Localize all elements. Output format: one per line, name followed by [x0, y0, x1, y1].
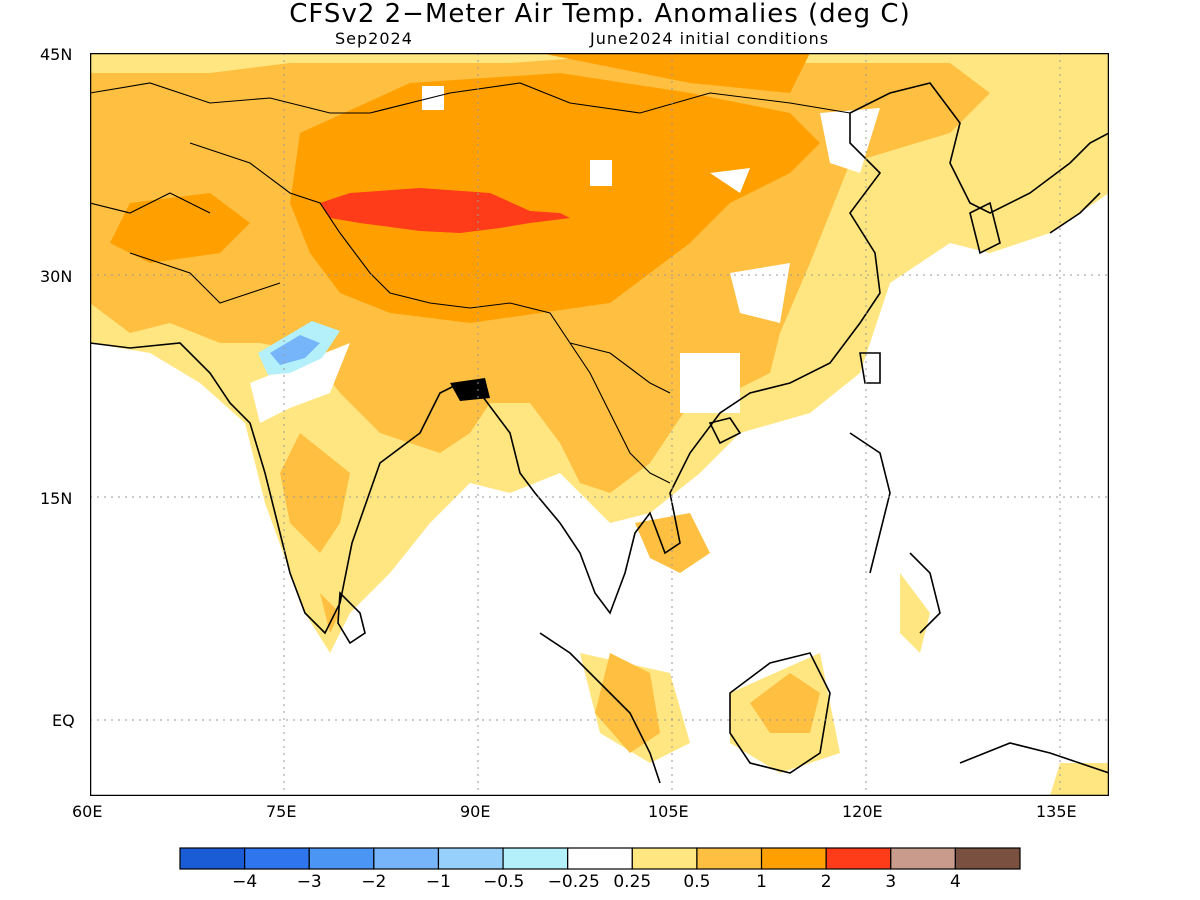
colorbar-label: −0.5: [483, 872, 525, 892]
colorbar-swatch: [567, 847, 633, 870]
colorbar-label: 2: [820, 872, 832, 892]
anomaly-warmer-region: [110, 53, 820, 323]
colorbar: [179, 847, 1021, 870]
anomaly-cool-region: [250, 321, 350, 423]
lon-label-90e: 90E: [460, 802, 491, 821]
colorbar-swatch: [631, 847, 698, 870]
colorbar-swatch: [244, 847, 310, 870]
forecast-month: Sep2024: [335, 29, 413, 48]
lat-label-eq: EQ: [52, 711, 75, 730]
lon-label-120e: 120E: [842, 802, 883, 821]
colorbar-label: −3: [296, 872, 322, 892]
initial-conditions: June2024 initial conditions: [590, 29, 830, 48]
colorbar-swatch: [502, 847, 569, 870]
lon-label-135e: 135E: [1036, 802, 1077, 821]
lat-label-15n: 15N: [40, 489, 73, 508]
lon-label-105e: 105E: [648, 802, 689, 821]
coastlines: [90, 82, 1109, 784]
anomaly-hot-region: [320, 188, 570, 233]
colorbar-swatch: [373, 847, 440, 870]
country-borders: [90, 82, 851, 484]
colorbar-swatch: [179, 847, 246, 870]
colorbar-label: 1: [756, 872, 767, 892]
colorbar-label: 0.25: [613, 872, 652, 892]
colorbar-label: −1: [425, 872, 451, 892]
colorbar-label: −0.25: [547, 872, 600, 892]
colorbar-label: −4: [232, 872, 258, 892]
colorbar-label: −2: [361, 872, 387, 892]
colorbar-label: 4: [949, 872, 961, 892]
colorbar-swatch: [890, 847, 956, 870]
gridlines: [90, 53, 1109, 796]
colorbar-swatch: [954, 847, 1021, 870]
lat-label-45n: 45N: [40, 45, 73, 64]
lon-label-60e: 60E: [72, 802, 103, 821]
colorbar-label: 0.5: [683, 872, 711, 892]
map-panel: [90, 53, 1109, 796]
colorbar-label: 3: [885, 872, 897, 892]
map-title: CFSv2 2−Meter Air Temp. Anomalies (deg C…: [289, 0, 911, 29]
colorbar-swatch: [760, 847, 827, 870]
colorbar-swatch: [437, 847, 504, 870]
colorbar-swatch: [696, 847, 763, 870]
colorbar-swatch: [308, 847, 375, 870]
neutral-patches: [422, 86, 880, 413]
lat-label-30n: 30N: [40, 267, 73, 286]
lon-label-75e: 75E: [266, 802, 297, 821]
colorbar-swatch: [825, 847, 892, 870]
delta-mark: [450, 378, 490, 401]
